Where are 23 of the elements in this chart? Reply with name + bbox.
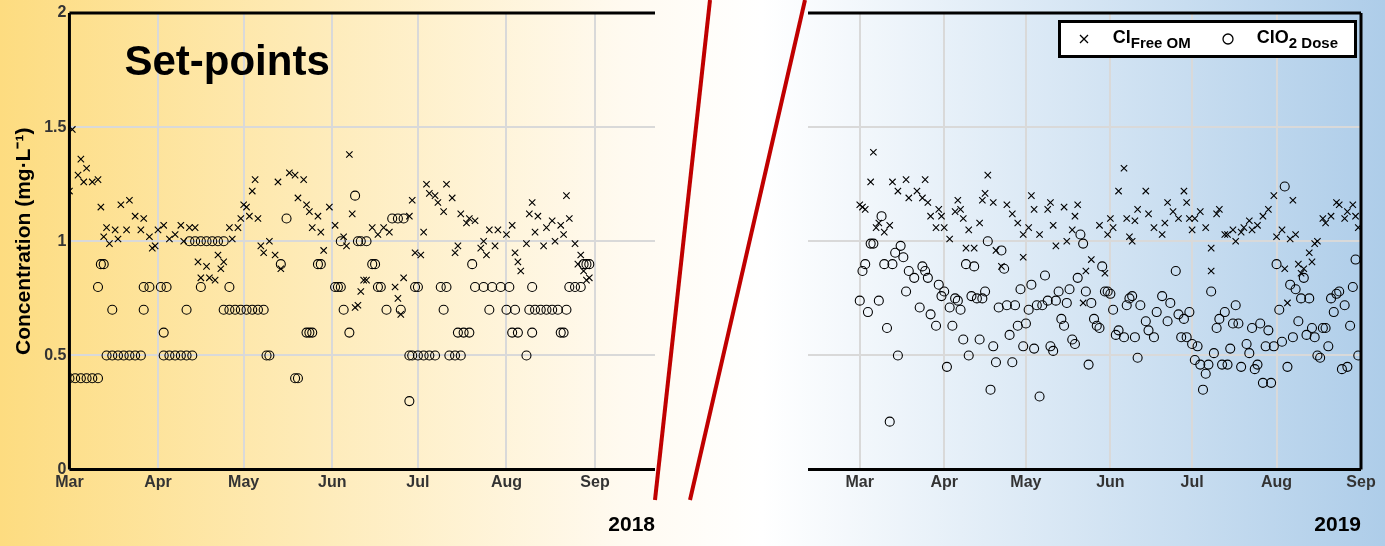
legend-label: Cl$_{Free OM}$ bbox=[1112, 27, 1191, 51]
x-tick-label: May bbox=[1010, 472, 1042, 490]
x-tick-label: Sep bbox=[580, 472, 610, 490]
x-tick-label: May bbox=[228, 472, 260, 490]
x-tick-label: Apr bbox=[144, 472, 172, 490]
x-tick-label: Jul bbox=[1180, 472, 1204, 490]
x-tick-label: Aug bbox=[1261, 472, 1293, 490]
y-tick-label: 1 bbox=[57, 231, 67, 249]
x-axis-title: 2018 bbox=[608, 512, 656, 536]
x-axis-title: 2019 bbox=[1314, 512, 1361, 536]
y-tick-label: 2 bbox=[57, 3, 67, 21]
x-tick-label: Mar bbox=[845, 472, 874, 490]
y-tick-label: 1.5 bbox=[44, 117, 67, 135]
x-tick-label: Jun bbox=[1096, 472, 1125, 490]
annotation: Set-points bbox=[124, 36, 330, 84]
x-tick-label: Sep bbox=[1346, 472, 1376, 490]
x-tick-label: Jul bbox=[406, 472, 430, 490]
x-tick-label: Aug bbox=[490, 472, 523, 490]
x-tick-label: Jun bbox=[318, 472, 347, 490]
y-axis-title: Concentration (mg·L⁻¹) bbox=[11, 127, 35, 356]
legend-label: ClO$_{2 Dose}$ bbox=[1256, 27, 1338, 51]
y-tick-label: 0.5 bbox=[44, 345, 67, 363]
x-tick-label: Apr bbox=[930, 472, 958, 490]
